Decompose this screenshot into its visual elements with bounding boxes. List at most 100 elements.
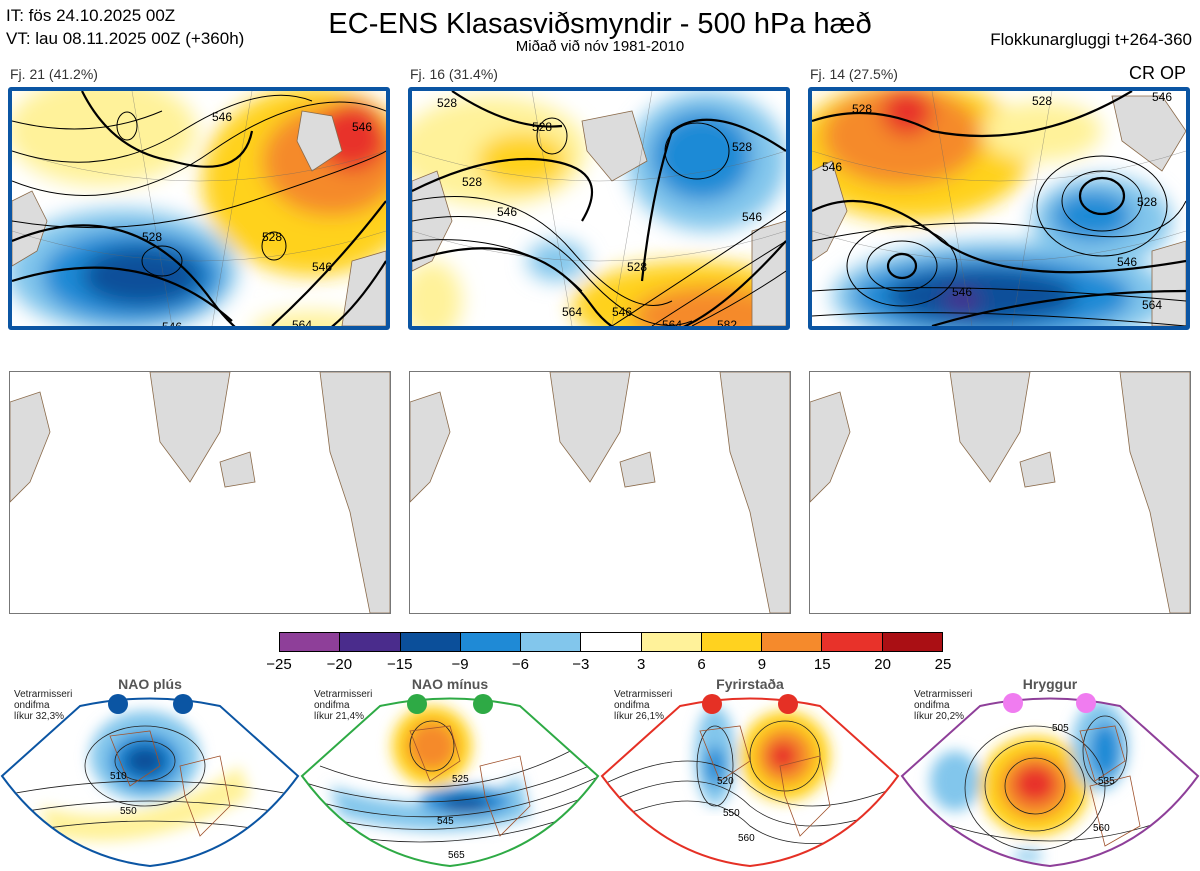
regime-nao-minus: NAO mínus Vetrarmisseri ondifma líkur 21… [300, 676, 600, 871]
colorbar-tick-label: 9 [757, 656, 767, 673]
regime-marker [473, 694, 493, 714]
contour-label: 564 [292, 318, 312, 326]
regime-info-line: líkur 21,4% [314, 711, 365, 722]
contour-label: 546 [612, 305, 632, 319]
contour-label: 528 [532, 120, 552, 134]
colorbar-tick-label: −20 [326, 656, 353, 673]
empty-map-2 [409, 371, 791, 614]
colorbar-segment [460, 633, 522, 651]
colorbar-segment [762, 633, 823, 651]
contour-label: 560 [1093, 823, 1110, 834]
regime-info: Vetrarmisseri ondifma líkur 26,1% [614, 689, 672, 722]
contour-label: 550 [723, 808, 740, 819]
contour-label: 528 [1137, 195, 1157, 209]
contour-label: 525 [452, 774, 469, 785]
regime-marker [1076, 693, 1096, 713]
contour-label: 528 [852, 102, 872, 116]
cluster-2-map: 528 528 528 528 546 528 546 564 546 564 … [408, 87, 790, 330]
contour-label: 546 [352, 120, 372, 134]
regime-info-line: ondifma [14, 700, 50, 711]
colorbar-segment [581, 633, 642, 651]
colorbar-tick-label: 25 [934, 656, 952, 673]
cluster-1-label: Fj. 21 (41.2%) [10, 66, 98, 82]
valid-time: VT: lau 08.11.2025 00Z (+360h) [6, 29, 245, 48]
contour-label: 528 [627, 260, 647, 274]
page-subtitle: Miðað við nóv 1981-2010 [515, 38, 685, 55]
page-title: EC-ENS Klasasviðsmyndir - 500 hPa hæð [328, 8, 872, 40]
contour-label: 546 [822, 160, 842, 174]
regime-info: Vetrarmisseri ondifma líkur 20,2% [914, 689, 972, 722]
regime-marker [702, 694, 722, 714]
init-time: IT: fös 24.10.2025 00Z [6, 6, 176, 25]
colorbar-segment [641, 633, 702, 651]
classification-window: Flokkunargluggi t+264-360 [990, 30, 1192, 49]
empty-map-1 [9, 371, 391, 614]
contour-label: 546 [212, 110, 232, 124]
regime-blocking: Fyrirstaða Vetrarmisseri ondifma líkur 2… [600, 676, 900, 871]
regime-info-line: Vetrarmisseri [14, 689, 73, 700]
regime-name: Hryggur [1022, 676, 1078, 692]
contour-label: 528 [462, 175, 482, 189]
contour-label: 546 [952, 285, 972, 299]
cr-op-label: CR OP [1128, 63, 1186, 83]
contour-label: 564 [662, 318, 682, 326]
contour-label: 546 [312, 260, 332, 274]
contour-label: 520 [717, 776, 734, 787]
contour-label: 510 [110, 771, 127, 782]
regime-info-line: líkur 20,2% [914, 711, 965, 722]
empty-map-3 [809, 371, 1191, 614]
contour-label: 545 [437, 816, 454, 827]
colorbar-segment [822, 633, 883, 651]
colorbar [279, 632, 943, 652]
colorbar-tick-label: −25 [266, 656, 292, 673]
contour-label: 546 [742, 210, 762, 224]
contour-label: 528 [142, 230, 162, 244]
colorbar-segment [340, 633, 401, 651]
regime-marker [173, 694, 193, 714]
regime-info-line: ondifma [914, 700, 950, 711]
colorbar-segment [882, 633, 942, 651]
contour-label: 505 [1052, 723, 1069, 734]
contour-label: 528 [262, 230, 282, 244]
regime-marker [778, 694, 798, 714]
contour-label: 560 [738, 833, 755, 844]
colorbar-tick-label: 3 [637, 656, 646, 673]
colorbar-tick-label: −15 [386, 656, 413, 673]
regime-nao-plus: NAO plús Vetrarmisseri ondifma líkur 32,… [0, 676, 300, 871]
contour-label: 528 [437, 96, 457, 110]
regime-name: NAO mínus [411, 676, 489, 692]
contour-label: 564 [1142, 298, 1162, 312]
contour-label: 528 [732, 140, 752, 154]
regime-info: Vetrarmisseri ondifma líkur 32,3% [14, 689, 72, 722]
colorbar-tick-label: 20 [874, 656, 891, 673]
contour-label: 565 [448, 850, 465, 861]
cluster-3-map: 528 546 528 528 546 546 564 546 [808, 87, 1190, 330]
cluster-3-label: Fj. 14 (27.5%) [810, 66, 898, 82]
colorbar-segment [400, 633, 461, 651]
regime-marker [407, 694, 427, 714]
contour-label: 550 [120, 806, 137, 817]
contour-label: 528 [1032, 94, 1052, 108]
regime-name: NAO plús [118, 676, 182, 692]
regime-info: Vetrarmisseri ondifma líkur 21,4% [314, 689, 372, 722]
colorbar-tick-label: −3 [572, 656, 590, 673]
regime-info-line: ondifma [314, 700, 350, 711]
regime-marker [108, 694, 128, 714]
cluster-2-label: Fj. 16 (31.4%) [410, 66, 498, 82]
colorbar-segment [521, 633, 582, 651]
colorbar-tick-label: 6 [697, 656, 706, 673]
regime-info-line: Vetrarmisseri [914, 689, 973, 700]
colorbar-tick-label: 15 [813, 656, 831, 673]
regime-marker [1003, 693, 1023, 713]
contour-label: 546 [162, 320, 182, 326]
contour-label: 564 [562, 305, 582, 319]
regime-name: Fyrirstaða [716, 676, 784, 692]
contour-label: 582 [717, 318, 737, 326]
regime-info-line: líkur 32,3% [14, 711, 65, 722]
regime-ridge: Hryggur Vetrarmisseri ondifma líkur 20,2… [900, 676, 1200, 871]
regime-info-line: Vetrarmisseri [314, 689, 373, 700]
regime-info-line: líkur 26,1% [614, 711, 665, 722]
regime-info-line: ondifma [614, 700, 650, 711]
contour-label: 546 [1152, 91, 1172, 104]
colorbar-segment [280, 633, 341, 651]
